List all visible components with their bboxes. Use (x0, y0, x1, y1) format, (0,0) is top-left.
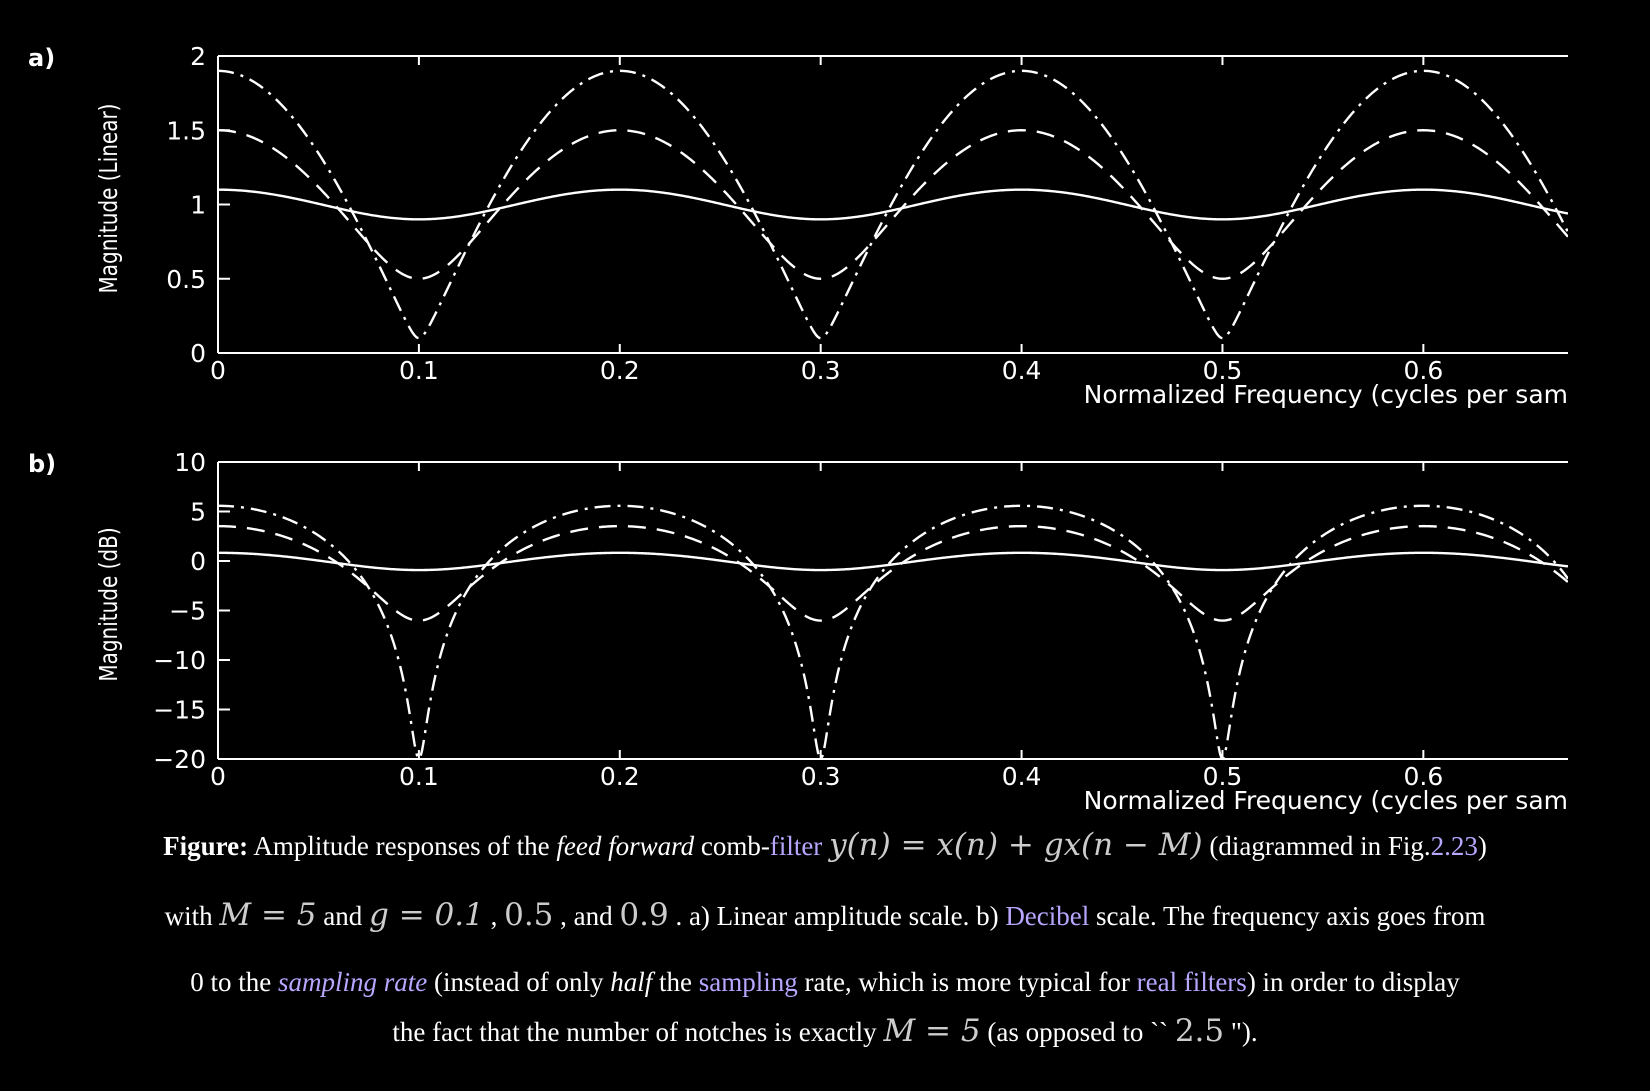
caption-text: scale. The frequency axis goes from (1096, 901, 1486, 931)
y-axis-label: Magnitude (dB) (95, 527, 124, 681)
x-tick-label: 0 (210, 762, 226, 791)
x-tick-label: 0.5 (1203, 762, 1243, 791)
caption-text: Amplitude responses of the (253, 831, 550, 861)
series-line-g-0-5 (218, 524, 1568, 622)
equation: g = 0.1 (369, 897, 484, 933)
series-line-g-0-5 (218, 129, 1568, 280)
link-real-filters[interactable]: real filters (1136, 967, 1247, 997)
equation: 2.5 (1174, 1013, 1225, 1049)
y-tick-label: −20 (153, 745, 206, 774)
caption-text-italic: feed forward (556, 831, 695, 861)
series-line-g-0-9 (218, 504, 1568, 761)
equation: 0.9 (619, 897, 669, 933)
y-tick-label: −5 (169, 597, 206, 626)
link-fig-2-23[interactable]: 2.23 (1430, 831, 1478, 861)
x-tick-label: 0.4 (1002, 762, 1042, 791)
x-tick-label: 0.1 (399, 356, 439, 385)
caption-text: ) in order to display (1246, 967, 1460, 997)
x-tick-label: 0.6 (1403, 356, 1443, 385)
y-tick-label: 1.5 (166, 116, 206, 145)
caption-text: ) (1477, 831, 1487, 861)
y-tick-label: 5 (190, 498, 206, 527)
caption-text: (instead of only (433, 967, 604, 997)
x-tick-label: 0.1 (399, 762, 439, 791)
caption-text: , (490, 901, 498, 931)
figure-caption-line-3: 0 to the sampling rate (instead of only … (0, 967, 1650, 998)
caption-text: , and (560, 901, 613, 931)
series-line-g-0-9 (218, 69, 1568, 340)
chart-panel-1: b) 0 0.1 0.2 0.3 0.4 0.5 0.6 −20 −15 −10 −5 0 5 10 Norm… (28, 448, 1568, 815)
series-line-g-0-1 (218, 551, 1568, 572)
y-tick-label: 0 (190, 547, 206, 576)
x-tick-label: 0.3 (801, 762, 841, 791)
caption-text: (as opposed to `` (987, 1017, 1169, 1047)
link-decibel[interactable]: Decibel (1005, 901, 1090, 931)
caption-text: rate, which is more typical for (804, 967, 1130, 997)
link-sampling[interactable]: sampling (698, 967, 798, 997)
caption-text: the (658, 967, 692, 997)
caption-text: "). (1230, 1017, 1258, 1047)
y-tick-label: 10 (174, 448, 206, 477)
x-tick-label: 0.4 (1002, 356, 1042, 385)
x-axis-label: Normalized Frequency (cycles per sam (1084, 786, 1568, 815)
caption-text: with (164, 901, 213, 931)
series-line-g-0-1 (218, 188, 1568, 221)
caption-text: 0 to the (190, 967, 272, 997)
equation: y(n) = x(n) + gx(n − M) (829, 827, 1203, 863)
panel-label: b) (28, 450, 56, 478)
figure-caption-line-4: the fact that the number of notches is e… (0, 1013, 1650, 1049)
x-tick-label: 0.6 (1403, 762, 1443, 791)
x-axis-label: Normalized Frequency (cycles per sam (1084, 380, 1568, 409)
figure-caption: Figure: Amplitude responses of the feed … (0, 827, 1650, 863)
caption-text: the fact that the number of notches is e… (392, 1017, 877, 1047)
x-tick-label: 0.2 (600, 356, 640, 385)
chart-panel-0: a) 0 0.1 0.2 0.3 0.4 0.5 0.6 0 0.5 1 1.5 2 Normalized… (28, 42, 1568, 409)
caption-text: . a) Linear amplitude scale. b) (675, 901, 999, 931)
y-tick-label: 0 (190, 339, 206, 368)
link-sampling-rate[interactable]: sampling rate (277, 967, 428, 997)
figure-charts: a) 0 0.1 0.2 0.3 0.4 0.5 0.6 0 0.5 1 1.5 2 Normalized… (28, 42, 1568, 815)
figure-caption-line-2: with M = 5 and g = 0.1 , 0.5 , and 0.9 .… (0, 897, 1650, 933)
caption-text-italic: half (610, 967, 653, 997)
y-axis-label: Magnitude (Linear) (95, 104, 124, 294)
caption-text: comb- (700, 831, 770, 861)
y-tick-label: −15 (153, 696, 206, 725)
y-tick-label: 0.5 (166, 265, 206, 294)
x-tick-label: 0.2 (600, 762, 640, 791)
link-filter[interactable]: filter (769, 831, 823, 861)
equation: M = 5 (219, 897, 317, 933)
x-tick-label: 0 (210, 356, 226, 385)
x-tick-label: 0.5 (1203, 356, 1243, 385)
caption-text: and (323, 901, 363, 931)
panel-label: a) (28, 44, 55, 72)
x-tick-label: 0.3 (801, 356, 841, 385)
caption-figure-label: Figure: (163, 831, 249, 861)
y-tick-label: 2 (190, 42, 206, 71)
caption-text: (diagrammed in Fig. (1209, 831, 1431, 861)
equation: 0.5 (504, 897, 554, 933)
y-tick-label: −10 (153, 646, 206, 675)
y-tick-label: 1 (190, 191, 206, 220)
equation: M = 5 (883, 1013, 981, 1049)
